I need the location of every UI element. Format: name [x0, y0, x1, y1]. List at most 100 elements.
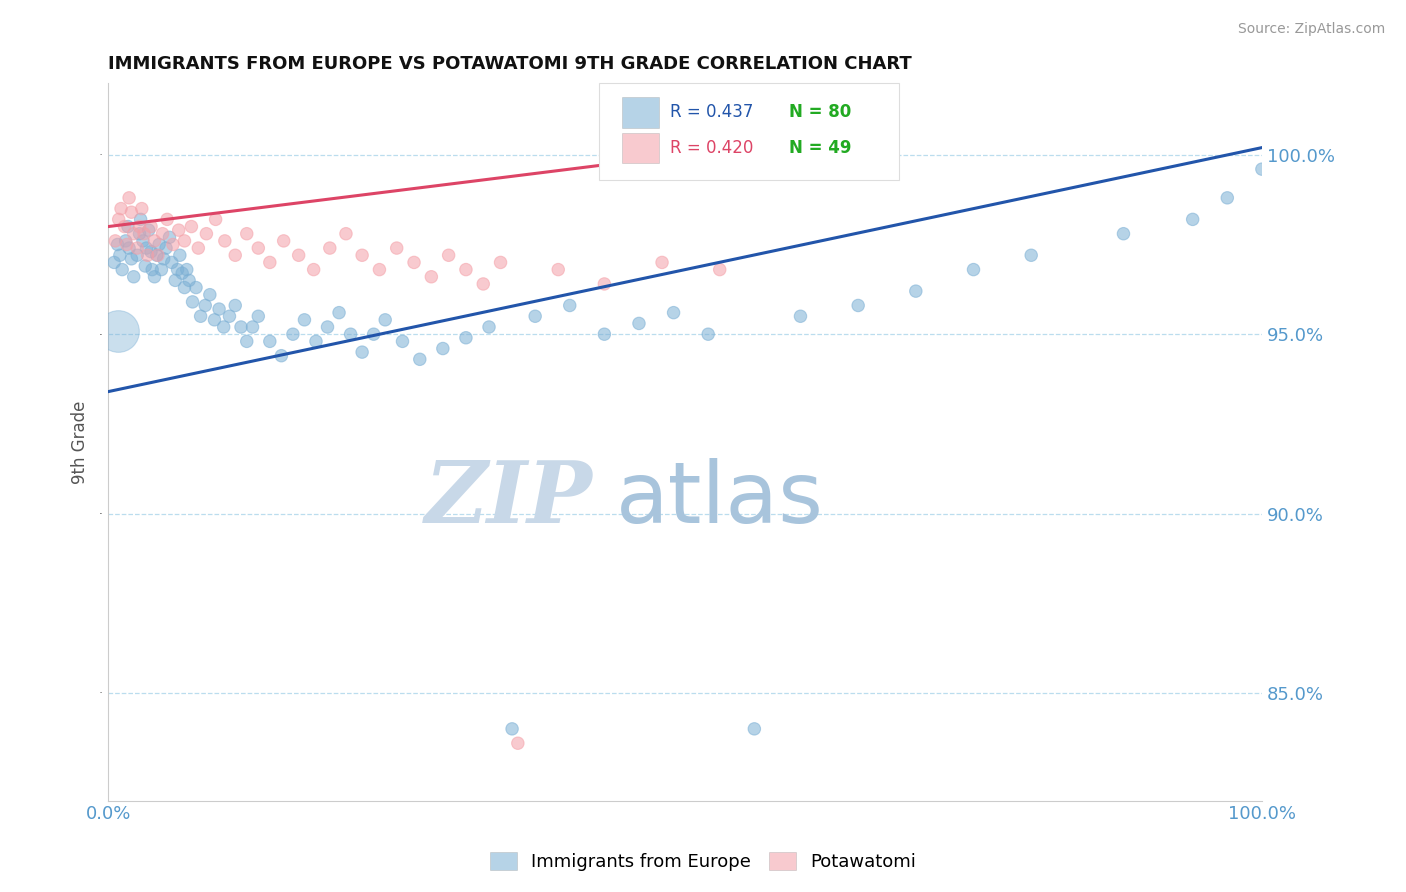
Point [160, 255, 183, 269]
Legend: Immigrants from Europe, Potawatomi: Immigrants from Europe, Potawatomi [482, 845, 924, 879]
Point [134, 259, 156, 273]
Point [173, 280, 195, 294]
Point [104, 234, 127, 248]
Point [904, 284, 927, 298]
Point [846, 298, 869, 312]
Point [169, 248, 191, 262]
Point [1112, 227, 1135, 241]
Point [335, 227, 357, 241]
Point [305, 334, 328, 349]
Text: R = 0.420: R = 0.420 [671, 139, 754, 157]
Point [162, 237, 184, 252]
Point [190, 310, 212, 324]
Point [374, 313, 396, 327]
Point [368, 262, 391, 277]
Point [242, 320, 264, 334]
Point [139, 219, 162, 234]
Point [166, 262, 188, 277]
Point [224, 248, 246, 262]
Point [627, 317, 650, 331]
Point [420, 269, 443, 284]
Point [129, 212, 152, 227]
Point [454, 331, 477, 345]
Point [173, 234, 195, 248]
Point [236, 334, 259, 349]
Point [524, 310, 547, 324]
Point [789, 310, 811, 324]
Point [128, 227, 150, 241]
FancyBboxPatch shape [621, 97, 658, 128]
Point [120, 205, 142, 219]
Point [135, 241, 157, 255]
Point [472, 277, 495, 291]
Point [181, 294, 204, 309]
Point [287, 248, 309, 262]
Point [339, 327, 361, 342]
Point [155, 241, 177, 255]
FancyBboxPatch shape [621, 133, 658, 163]
Point [122, 269, 145, 284]
Point [273, 234, 295, 248]
Point [962, 262, 984, 277]
Point [302, 262, 325, 277]
Point [128, 219, 150, 234]
Point [108, 248, 131, 262]
Point [204, 212, 226, 227]
Point [127, 241, 149, 255]
Point [107, 324, 129, 338]
Point [152, 252, 174, 266]
Point [132, 234, 155, 248]
Point [402, 255, 425, 269]
Point [172, 266, 194, 280]
Point [143, 269, 166, 284]
Text: R = 0.437: R = 0.437 [671, 103, 754, 121]
Point [141, 262, 163, 277]
Y-axis label: 9th Grade: 9th Grade [72, 401, 89, 483]
Point [146, 248, 169, 262]
Point [136, 248, 159, 262]
Point [180, 219, 202, 234]
Point [165, 273, 187, 287]
Point [127, 248, 149, 262]
Point [212, 320, 235, 334]
Point [187, 241, 209, 255]
Point [247, 241, 270, 255]
Point [454, 262, 477, 277]
Point [198, 287, 221, 301]
Point [363, 327, 385, 342]
Text: Source: ZipAtlas.com: Source: ZipAtlas.com [1237, 22, 1385, 37]
Point [437, 248, 460, 262]
Text: atlas: atlas [616, 458, 824, 541]
Point [352, 345, 374, 359]
Point [150, 262, 173, 277]
Point [1251, 162, 1274, 177]
Point [138, 223, 160, 237]
FancyBboxPatch shape [599, 83, 898, 180]
Point [229, 320, 252, 334]
Point [709, 262, 731, 277]
Point [294, 313, 316, 327]
Point [328, 306, 350, 320]
Point [651, 255, 673, 269]
Point [270, 349, 292, 363]
Point [385, 241, 408, 255]
Point [224, 298, 246, 312]
Point [1216, 191, 1239, 205]
Point [122, 227, 145, 241]
Point [547, 262, 569, 277]
Point [115, 237, 138, 252]
Point [194, 298, 217, 312]
Point [409, 352, 432, 367]
Point [214, 234, 236, 248]
Point [159, 230, 181, 244]
Point [152, 227, 174, 241]
Point [132, 227, 155, 241]
Point [118, 191, 141, 205]
Point [176, 262, 198, 277]
Point [259, 334, 281, 349]
Point [218, 310, 240, 324]
Point [184, 280, 207, 294]
Point [558, 298, 581, 312]
Point [114, 234, 136, 248]
Point [111, 262, 134, 277]
